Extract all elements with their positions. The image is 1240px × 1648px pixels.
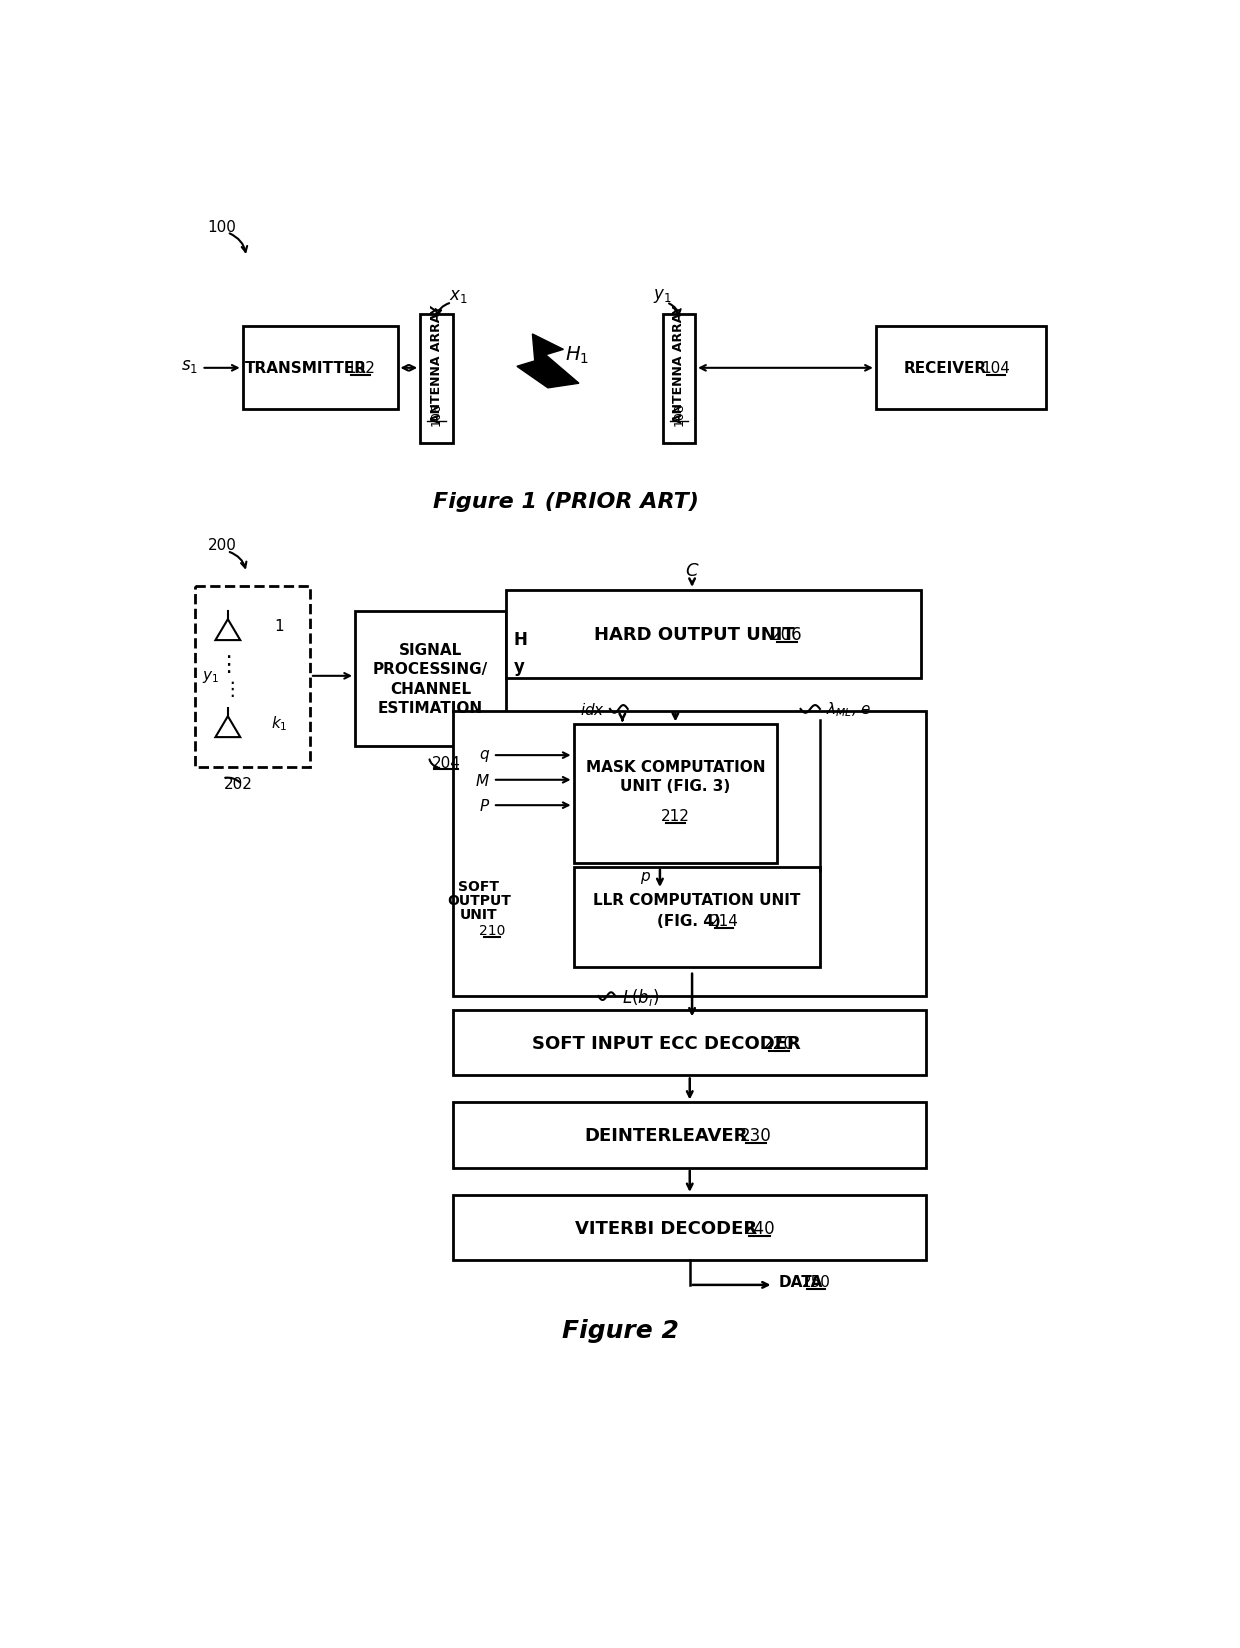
- Text: $P$: $P$: [479, 798, 490, 814]
- Text: $C$: $C$: [684, 562, 699, 578]
- Text: 240: 240: [744, 1220, 775, 1236]
- Text: $y_1$: $y_1$: [202, 669, 219, 684]
- Text: RECEIVER: RECEIVER: [904, 361, 987, 376]
- Text: DEINTERLEAVER: DEINTERLEAVER: [585, 1127, 748, 1144]
- Text: $s_1$: $s_1$: [181, 356, 197, 374]
- Text: 104: 104: [981, 361, 1011, 376]
- Text: SIGNAL: SIGNAL: [399, 643, 463, 658]
- Text: 200: 200: [207, 539, 237, 554]
- Text: $H_1$: $H_1$: [565, 344, 589, 366]
- Text: LLR COMPUTATION UNIT: LLR COMPUTATION UNIT: [593, 893, 800, 908]
- Text: $p$: $p$: [640, 868, 651, 885]
- Text: $y_1$: $y_1$: [652, 287, 671, 305]
- FancyBboxPatch shape: [573, 867, 820, 967]
- Text: OUTPUT: OUTPUT: [446, 893, 511, 908]
- Text: Figure 1 (PRIOR ART): Figure 1 (PRIOR ART): [433, 491, 698, 513]
- Text: UNIT (FIG. 3): UNIT (FIG. 3): [620, 780, 730, 794]
- Text: TRANSMITTER: TRANSMITTER: [246, 361, 367, 376]
- Text: 204: 204: [432, 756, 460, 771]
- FancyBboxPatch shape: [454, 712, 926, 997]
- Text: VITERBI DECODER: VITERBI DECODER: [575, 1220, 758, 1236]
- FancyBboxPatch shape: [196, 587, 310, 768]
- Text: HARD OUTPUT UNIT: HARD OUTPUT UNIT: [594, 626, 795, 643]
- Text: y: y: [513, 658, 525, 676]
- Text: 206: 206: [771, 626, 802, 643]
- FancyBboxPatch shape: [355, 611, 506, 747]
- Text: 214: 214: [709, 913, 738, 928]
- Text: DATA: DATA: [779, 1274, 823, 1289]
- Text: 212: 212: [661, 808, 689, 824]
- Text: 1: 1: [274, 620, 284, 634]
- FancyBboxPatch shape: [420, 315, 453, 443]
- Text: SOFT INPUT ECC DECODER: SOFT INPUT ECC DECODER: [532, 1033, 801, 1051]
- Text: 102: 102: [346, 361, 374, 376]
- Text: 100: 100: [207, 219, 237, 234]
- Text: $M$: $M$: [475, 773, 490, 788]
- Text: ANTENNA ARRAY: ANTENNA ARRAY: [672, 305, 686, 424]
- FancyBboxPatch shape: [454, 1195, 926, 1261]
- Text: 230: 230: [740, 1127, 771, 1144]
- Text: $q$: $q$: [479, 748, 490, 763]
- Text: $k_1$: $k_1$: [270, 714, 288, 733]
- Text: $L(b_i)$: $L(b_i)$: [621, 986, 658, 1007]
- Text: ESTIMATION: ESTIMATION: [378, 700, 484, 715]
- Text: SOFT: SOFT: [459, 880, 500, 893]
- FancyBboxPatch shape: [573, 725, 777, 864]
- FancyBboxPatch shape: [454, 1010, 926, 1076]
- Text: ⋮: ⋮: [222, 679, 242, 699]
- FancyBboxPatch shape: [243, 326, 398, 410]
- Text: $x_1$: $x_1$: [449, 287, 467, 305]
- Text: $idx$: $idx$: [580, 702, 605, 717]
- FancyBboxPatch shape: [662, 315, 696, 443]
- Text: H: H: [513, 631, 528, 648]
- Text: CHANNEL: CHANNEL: [389, 682, 471, 697]
- Text: PROCESSING/: PROCESSING/: [373, 661, 489, 677]
- Text: ANTENNA ARRAY: ANTENNA ARRAY: [430, 305, 443, 424]
- Text: 250: 250: [801, 1274, 831, 1289]
- Polygon shape: [517, 335, 579, 389]
- Text: Figure 2: Figure 2: [562, 1318, 678, 1341]
- Text: ⋮: ⋮: [217, 654, 239, 676]
- Text: 106: 106: [430, 402, 443, 425]
- Text: 108: 108: [672, 402, 686, 425]
- Text: 202: 202: [223, 776, 253, 791]
- Text: UNIT: UNIT: [460, 906, 497, 921]
- Text: 220: 220: [763, 1033, 795, 1051]
- Text: $\lambda_{ML}$, $e$: $\lambda_{ML}$, $e$: [826, 700, 872, 719]
- Text: 210: 210: [479, 923, 506, 938]
- Text: (FIG. 4): (FIG. 4): [657, 913, 720, 928]
- FancyBboxPatch shape: [454, 1103, 926, 1168]
- FancyBboxPatch shape: [875, 326, 1047, 410]
- FancyBboxPatch shape: [506, 590, 920, 679]
- Text: MASK COMPUTATION: MASK COMPUTATION: [585, 760, 765, 775]
